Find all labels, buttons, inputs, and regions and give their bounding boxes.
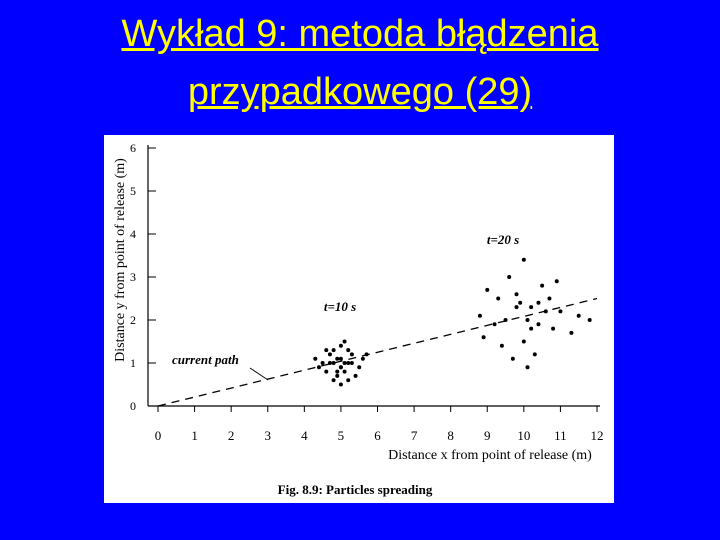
y-tick-label: 6 xyxy=(130,141,136,155)
slide-title: przypadkowego (29) xyxy=(187,71,533,113)
x-tick-label: 3 xyxy=(265,428,272,443)
x-tick-label: 6 xyxy=(374,428,381,443)
point xyxy=(331,378,336,383)
path-line xyxy=(157,297,598,407)
point xyxy=(587,318,592,322)
x-tick-label: 2 xyxy=(228,428,235,443)
point xyxy=(477,313,482,318)
point xyxy=(320,361,325,365)
point xyxy=(510,356,515,361)
point xyxy=(514,292,519,297)
point xyxy=(353,373,358,378)
x-tick-label: 9 xyxy=(484,428,491,443)
y-tick-label: 5 xyxy=(130,184,136,198)
point xyxy=(514,305,519,310)
point xyxy=(529,305,534,310)
x-tick-label: 0 xyxy=(155,428,162,443)
point xyxy=(518,300,523,305)
point xyxy=(338,356,343,361)
point xyxy=(536,300,541,305)
y-tick-label: 2 xyxy=(130,313,136,327)
point xyxy=(327,361,332,365)
point xyxy=(335,373,340,378)
point xyxy=(576,313,581,318)
point xyxy=(551,326,556,331)
point xyxy=(496,296,501,301)
point xyxy=(331,361,336,365)
point xyxy=(554,279,559,284)
x-tick-label: 4 xyxy=(301,428,308,443)
point xyxy=(316,365,321,370)
point xyxy=(349,361,354,365)
point xyxy=(331,348,336,353)
point xyxy=(349,352,354,357)
point xyxy=(499,343,504,348)
y-axis-label: Distance y from point of release (m) xyxy=(113,158,128,362)
x-tick-label: 12 xyxy=(591,428,604,443)
series-label: t=10 s xyxy=(324,299,356,314)
series-label: t=20 s xyxy=(487,232,519,247)
point xyxy=(357,365,362,370)
x-tick-label: 5 xyxy=(338,428,345,443)
x-tick-label: 10 xyxy=(517,428,530,443)
y-tick-label: 4 xyxy=(130,227,136,241)
point xyxy=(342,361,347,365)
point xyxy=(536,322,541,327)
point xyxy=(324,369,329,374)
point xyxy=(507,275,512,279)
x-axis-label: Distance x from point of release (m) xyxy=(388,448,592,463)
point xyxy=(338,365,343,370)
point xyxy=(481,335,486,340)
point xyxy=(335,356,340,361)
point xyxy=(532,352,537,357)
point xyxy=(342,339,347,344)
y-tick-label: 0 xyxy=(130,399,136,413)
point xyxy=(525,365,530,370)
slide-title: Wykład 9: metoda błądzenia xyxy=(121,13,599,55)
point xyxy=(492,322,497,327)
point xyxy=(342,369,347,374)
x-tick-label: 11 xyxy=(554,428,567,443)
point xyxy=(521,339,526,344)
point xyxy=(338,343,343,348)
point xyxy=(485,287,490,292)
point xyxy=(360,356,365,361)
point xyxy=(335,369,340,374)
x-tick-label: 7 xyxy=(411,428,418,443)
point xyxy=(324,348,329,353)
point xyxy=(525,318,530,322)
point xyxy=(338,382,343,387)
point xyxy=(313,356,318,361)
x-tick-label: 1 xyxy=(191,428,198,443)
annotation-arrow xyxy=(249,367,269,381)
point xyxy=(529,326,534,331)
series-label: current path xyxy=(172,352,239,367)
point xyxy=(346,378,351,383)
y-tick-label: 1 xyxy=(130,356,136,370)
point xyxy=(540,283,545,288)
caption: Fig. 8.9: Particles spreading xyxy=(278,482,433,497)
point xyxy=(521,257,526,262)
point xyxy=(346,361,351,365)
point xyxy=(346,348,351,353)
point xyxy=(547,296,552,301)
point xyxy=(558,309,563,314)
y-tick-label: 3 xyxy=(130,270,136,284)
point xyxy=(327,352,332,357)
x-tick-label: 8 xyxy=(447,428,454,443)
point xyxy=(569,330,574,335)
